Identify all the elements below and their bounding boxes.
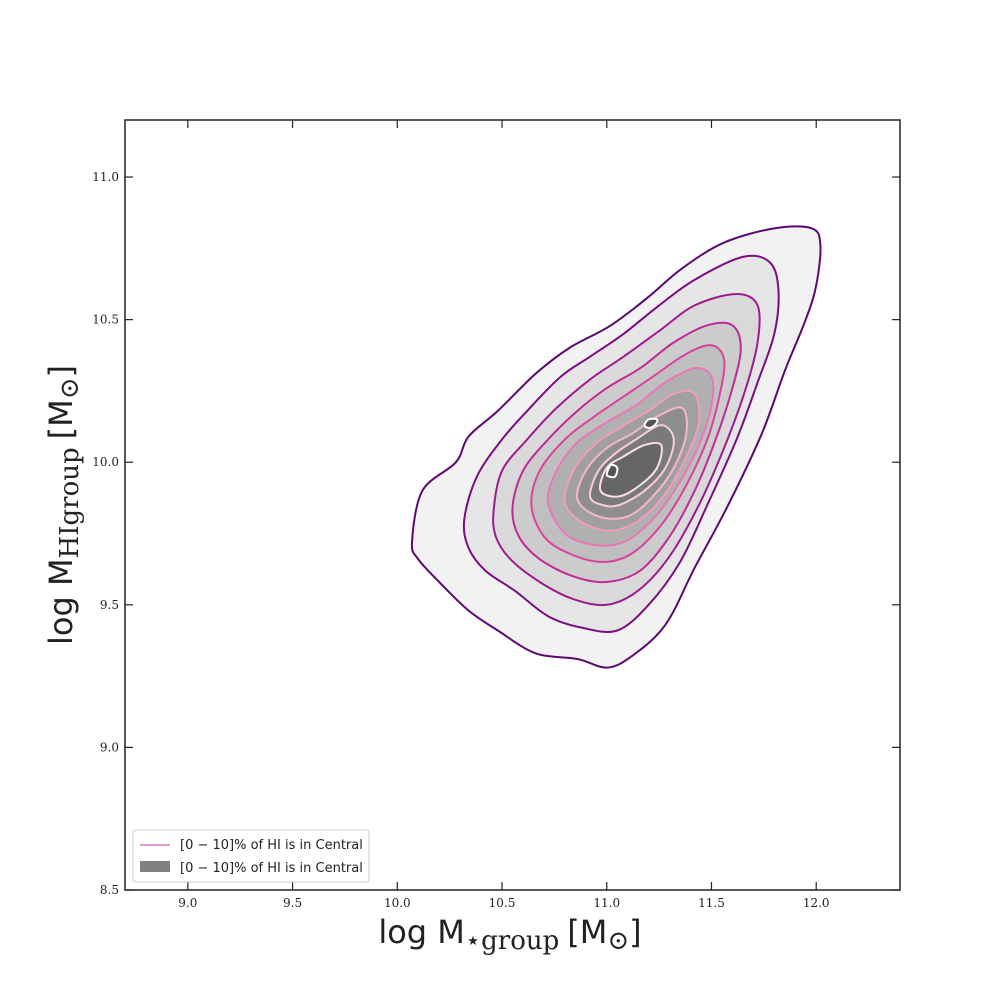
y-tick-label: 10.0 [92,455,119,469]
x-tick-label: 11.0 [593,896,620,910]
x-axis-label-subscript: ⋆group [465,926,559,956]
y-axis-label-unit: [M [42,399,80,439]
y-tick-label: 9.0 [100,740,119,754]
y-tick-label: 10.5 [92,313,119,327]
y-axis-label-main: log M [42,558,80,645]
y-tick-label: 11.0 [92,170,119,184]
x-axis-ticks: 9.0 9.5 10.0 10.5 11.0 11.5 12.0 [178,120,830,910]
x-tick-label: 11.5 [698,896,725,910]
x-tick-label: 12.0 [803,896,830,910]
x-axis-label-unit-close: ] [629,913,641,951]
x-axis-label-unit-sub: ⊙ [607,926,629,956]
y-axis-label-subscript: HIgroup [55,447,85,558]
contour-level-10 [599,441,663,498]
y-tick-label: 8.5 [100,883,119,897]
x-axis-label-main: log M [378,913,465,951]
legend-patch-swatch [140,861,170,872]
y-axis-label-unit-sub: ⊙ [55,377,85,399]
x-tick-label: 10.5 [489,896,516,910]
plot-frame [124,119,901,891]
x-axis-label: log M⋆group [M⊙] [378,913,641,956]
legend-entry-patch: [0 − 10]% of HI is in Central [180,861,363,876]
contour-layer [410,225,822,669]
x-tick-label: 9.0 [178,896,197,910]
legend: [0 − 10]% of HI is in Central [0 − 10]% … [132,829,370,883]
y-axis-label: log MHIgroup [M⊙] [42,365,85,645]
legend-box [132,829,370,883]
x-tick-label: 9.5 [283,896,302,910]
contour-level-11 [605,463,619,479]
y-axis-label-unit-close: ] [42,365,80,377]
legend-entry-line: [0 − 10]% of HI is in Central [180,838,363,853]
contour-level-11-b [643,417,659,429]
y-axis-ticks: 8.5 9.0 9.5 10.0 10.5 11.0 [92,170,900,897]
x-axis-label-unit: [M [567,913,607,951]
y-tick-label: 9.5 [100,598,119,612]
x-tick-label: 10.0 [384,896,411,910]
